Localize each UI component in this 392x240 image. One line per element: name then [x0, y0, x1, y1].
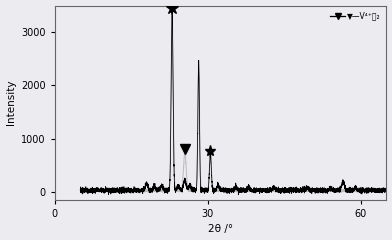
- X-axis label: 2θ /°: 2θ /°: [208, 224, 233, 234]
- Legend: ▼—V⁴⁺相₂: ▼—V⁴⁺相₂: [328, 9, 383, 23]
- Y-axis label: Intensity: Intensity: [5, 80, 16, 126]
